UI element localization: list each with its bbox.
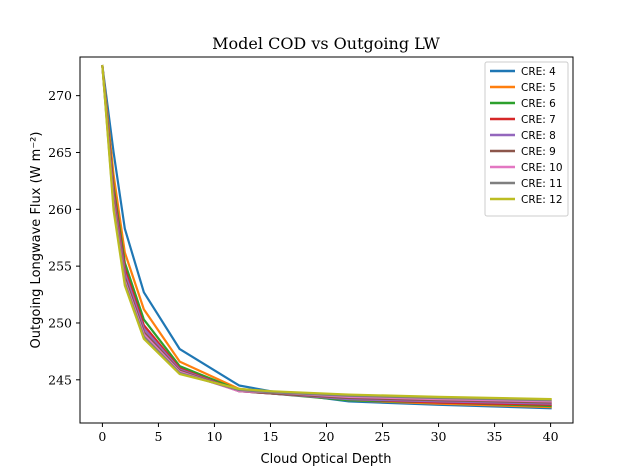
y-tick-label: 260 <box>48 202 72 217</box>
legend-label: CRE: 4 <box>521 66 556 78</box>
x-axis-ticks: 0 5 10 15 20 25 30 35 40 <box>98 423 559 444</box>
legend-label: CRE: 9 <box>521 146 556 158</box>
y-axis-label: Outgoing Longwave Flux (W m⁻²) <box>29 132 44 349</box>
series-line-cre-10 <box>101 64 552 403</box>
y-tick-label: 245 <box>48 372 72 387</box>
legend-label: CRE: 7 <box>521 114 556 126</box>
x-tick-label: 15 <box>263 429 279 444</box>
legend-box <box>484 61 569 217</box>
y-tick-label: 250 <box>48 315 72 330</box>
series-line-cre-4 <box>101 64 552 410</box>
x-tick-label: 25 <box>375 429 391 444</box>
legend-label: CRE: 8 <box>521 130 556 142</box>
x-tick-label: 20 <box>319 429 335 444</box>
x-tick-label: 40 <box>543 429 559 444</box>
series-line-cre-11 <box>101 64 552 402</box>
legend-label: CRE: 12 <box>521 194 563 206</box>
legend-label: CRE: 5 <box>521 82 556 94</box>
chart-title: Model COD vs Outgoing LW <box>212 34 440 53</box>
legend-label: CRE: 10 <box>521 162 563 174</box>
legend-label: CRE: 6 <box>521 98 556 110</box>
y-tick-label: 270 <box>48 88 72 103</box>
x-tick-label: 10 <box>207 429 223 444</box>
plot-lines <box>101 64 552 410</box>
x-tick-label: 35 <box>487 429 503 444</box>
y-axis-ticks: 245 250 255 260 265 270 <box>48 88 80 387</box>
x-tick-label: 5 <box>154 429 162 444</box>
y-tick-label: 265 <box>48 145 72 160</box>
x-tick-label: 30 <box>431 429 447 444</box>
legend-label: CRE: 11 <box>521 178 563 190</box>
series-line-cre-12 <box>101 64 552 401</box>
x-axis-label: Cloud Optical Depth <box>261 452 392 467</box>
legend: CRE: 4 CRE: 5 CRE: 6 CRE: 7 CRE: 8 CRE: 9 CRE:… <box>484 61 569 217</box>
x-tick-label: 0 <box>98 429 106 444</box>
y-tick-label: 255 <box>48 259 72 274</box>
